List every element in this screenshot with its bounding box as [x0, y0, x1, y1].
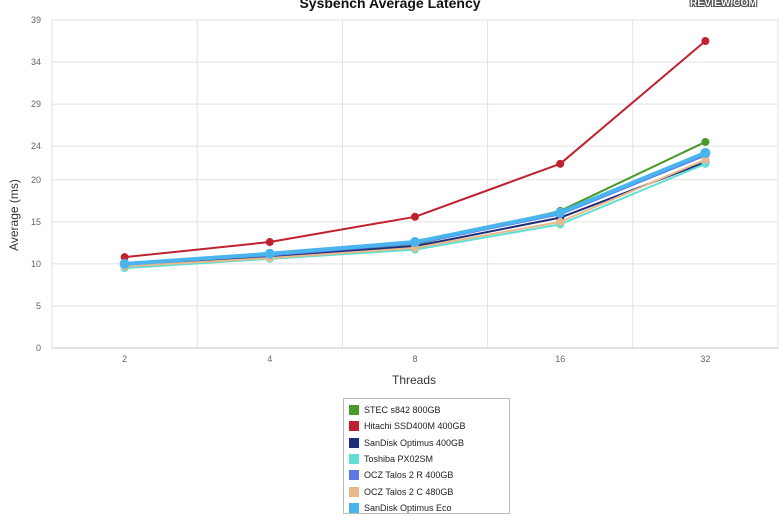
data-point	[701, 137, 710, 146]
x-axis-label: Threads	[391, 373, 437, 387]
legend-swatch	[349, 405, 359, 416]
storagereview-logo: REVIEW.COM	[690, 0, 758, 9]
data-point	[410, 237, 420, 248]
y-tick-label: 20	[31, 175, 41, 185]
legend-item: Toshiba PX02SM	[349, 451, 504, 467]
data-point	[556, 217, 565, 226]
y-tick-label: 39	[31, 15, 41, 25]
data-point	[555, 207, 566, 218]
legend-item: Hitachi SSD400M 400GB	[349, 418, 504, 434]
legend-item: OCZ Talos 2 C 480GB	[349, 483, 504, 499]
data-point	[411, 212, 419, 221]
x-tick-label: 2	[122, 354, 127, 364]
y-tick-label: 10	[31, 259, 41, 269]
data-point	[700, 147, 711, 158]
x-tick-label: 8	[412, 354, 417, 364]
legend-item: OCZ Talos 2 R 400GB	[349, 467, 504, 483]
legend-label: OCZ Talos 2 C 480GB	[364, 486, 454, 497]
data-point	[701, 37, 710, 46]
legend-item: SanDisk Optimus 400GB	[349, 435, 504, 451]
chart-legend: STEC s842 800GB Hitachi SSD400M 400GB SanD…	[343, 398, 510, 514]
y-axis-label: Average (ms)	[7, 179, 21, 251]
legend-label: SanDisk Optimus 400GB	[364, 437, 465, 448]
legend-label: STEC s842 800GB	[364, 405, 441, 416]
data-point	[264, 248, 275, 259]
legend-swatch	[349, 486, 359, 497]
y-tick-label: 5	[36, 301, 41, 311]
x-tick-label: 16	[555, 354, 565, 364]
data-point	[119, 258, 130, 269]
legend-swatch	[349, 502, 359, 513]
y-tick-label: 24	[31, 141, 41, 151]
legend-swatch	[349, 470, 359, 481]
x-tick-label: 32	[700, 354, 710, 364]
legend-item: SanDisk Optimus Eco	[349, 500, 504, 516]
plot-area	[51, 19, 779, 349]
data-point	[701, 155, 710, 164]
legend-swatch	[349, 454, 359, 465]
y-tick-label: 0	[36, 343, 41, 353]
legend-label: Toshiba PX02SM	[364, 454, 434, 465]
legend-label: Hitachi SSD400M 400GB	[364, 421, 466, 432]
legend-label: OCZ Talos 2 R 400GB	[364, 470, 454, 481]
legend-item: STEC s842 800GB	[349, 402, 504, 418]
x-tick-label: 4	[267, 354, 272, 364]
legend-swatch	[349, 437, 359, 448]
y-tick-label: 29	[31, 99, 41, 109]
chart-title: Sysbench Average Latency	[299, 0, 481, 11]
data-point	[556, 159, 565, 168]
legend-label: SanDisk Optimus Eco	[364, 502, 452, 513]
y-tick-label: 34	[31, 57, 41, 67]
y-tick-label: 15	[31, 217, 41, 227]
legend-swatch	[349, 421, 359, 432]
data-point	[265, 238, 274, 247]
data-point	[120, 253, 129, 262]
